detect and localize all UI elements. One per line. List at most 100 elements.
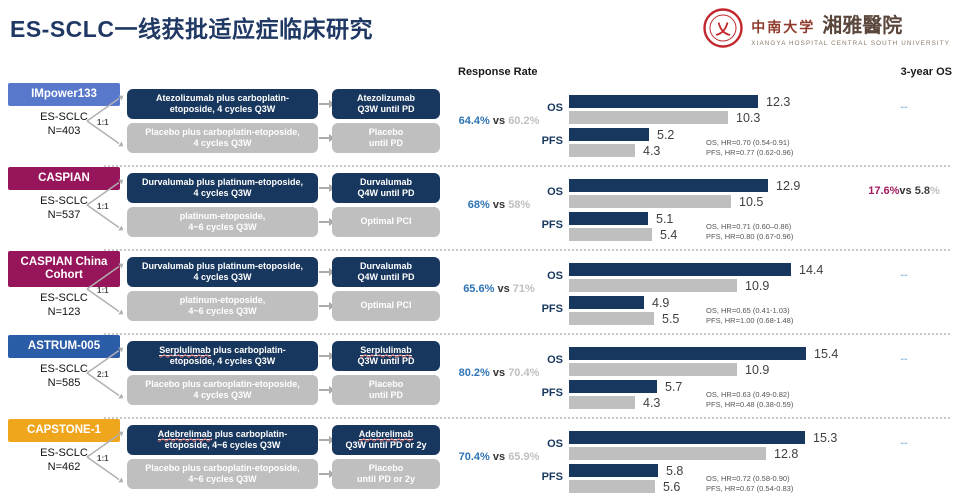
arm-text: Durvalumab <box>359 260 412 271</box>
trial-left-column: IMpower133 ES-SCLC N=403 <box>8 83 120 138</box>
experimental-arm-box: Atezolizumab plus carboplatin- etoposide… <box>127 89 318 119</box>
os-control-bar <box>569 279 737 292</box>
response-rate-experimental: 70.4% <box>458 451 490 463</box>
cohort-population: ES-SCLC <box>40 447 88 459</box>
experimental-arm-box: Durvalumab plus platinum-etoposide, 4 cy… <box>127 257 318 287</box>
arm-text: Q3W until PD <box>357 356 415 366</box>
cohort-label: ES-SCLC N=123 <box>40 291 88 319</box>
arm-text: plus carboplatin- <box>212 428 288 439</box>
arm-text: Optimal PCI <box>360 300 412 311</box>
trial-badge: IMpower133 <box>8 83 120 106</box>
flow-arrow <box>319 100 335 108</box>
flow-arrow <box>319 386 335 394</box>
pfs-axis-label: PFS <box>541 219 563 231</box>
flow-arrow <box>319 268 335 276</box>
flow-arrow <box>319 218 335 226</box>
arm-text: Placebo plus carboplatin-etoposide, <box>145 462 300 473</box>
arm-text: platinum-etoposide, <box>179 210 266 221</box>
os-experimental-bar <box>569 95 758 108</box>
arm-text: until PD <box>369 138 403 148</box>
control-arm-box: Placebo plus carboplatin-etoposide, 4~6 … <box>127 459 318 489</box>
trial-left-column: CAPSTONE-1 ES-SCLC N=462 <box>8 419 120 474</box>
three-year-os-experimental: 17.6% <box>868 185 900 197</box>
arm-text: Q3W until PD or 2y <box>345 440 427 450</box>
pfs-experimental-value: 4.9 <box>652 295 670 310</box>
pfs-control-bar <box>569 396 635 409</box>
pfs-axis-label: PFS <box>541 135 563 147</box>
os-axis-label: OS <box>547 102 563 114</box>
cohort-label: ES-SCLC N=462 <box>40 446 88 474</box>
flow-arrow <box>319 302 335 310</box>
response-rate-experimental: 64.4% <box>458 115 490 127</box>
experimental-followup-box: Adebrelimab Q3W until PD or 2y <box>332 425 440 455</box>
pfs-experimental-value: 5.7 <box>665 379 683 394</box>
randomization-ratio: 1:1 <box>97 454 109 463</box>
pfs-experimental-bar <box>569 212 648 225</box>
vs-label: vs <box>492 199 506 211</box>
response-rate-experimental: 65.6% <box>463 283 495 295</box>
cohort-label: ES-SCLC N=403 <box>40 110 88 138</box>
randomization-branch-arrows <box>86 179 124 231</box>
arm-text: Q3W until PD <box>357 104 415 114</box>
arm-text: Atezolizumab <box>356 92 415 103</box>
arm-text: until PD or 2y <box>356 474 415 484</box>
os-experimental-value: 15.4 <box>814 346 839 361</box>
trial-badge: ASTRUM-005 <box>8 335 120 358</box>
hospital-logo: 乂 中南大学 湘雅醫院 XIANGYA HOSPITAL CENTRAL SOU… <box>702 7 950 49</box>
os-hazard-ratio: OS, HR=0.70 (0.54-0.91) <box>706 138 790 147</box>
pfs-control-value: 5.4 <box>660 227 678 242</box>
control-followup-box: Optimal PCI <box>332 207 440 237</box>
flow-arrow <box>319 134 335 142</box>
vs-label: vs <box>492 451 506 463</box>
arm-text: Q4W until PD <box>357 272 415 282</box>
pfs-hazard-ratio: PFS, HR=0.80 (0.67-0.96) <box>706 232 794 241</box>
arm-text: Durvalumab <box>359 176 412 187</box>
os-experimental-value: 12.3 <box>766 94 791 109</box>
not-reported-dash: -- <box>900 269 908 281</box>
pfs-experimental-bar <box>569 380 657 393</box>
os-axis-label: OS <box>547 270 563 282</box>
arm-text: 4 cycles Q3W <box>193 272 252 282</box>
vs-label: vs <box>492 115 506 127</box>
pfs-hazard-ratio: PFS, HR=1.00 (0.68-1.48) <box>706 316 794 325</box>
control-arm-box: platinum-etoposide, 4~6 cycles Q3W <box>127 291 318 321</box>
logo-english-caption: XIANGYA HOSPITAL CENTRAL SOUTH UNIVERSIT… <box>751 40 950 47</box>
hospital-logo-text: 中南大学 湘雅醫院 XIANGYA HOSPITAL CENTRAL SOUTH… <box>751 9 950 47</box>
experimental-arm-box: Serplulimab plus carboplatin- etoposide,… <box>127 341 318 371</box>
pfs-axis-label: PFS <box>541 303 563 315</box>
arm-text: 4~6 cycles Q3W <box>188 222 257 232</box>
arm-text: etoposide, 4~6 cycles Q3W <box>164 440 281 450</box>
percent-sign: % <box>930 185 940 197</box>
trial-badge: CAPSTONE-1 <box>8 419 120 442</box>
response-rate-column-header: Response Rate <box>458 66 538 78</box>
cohort-size: N=123 <box>47 306 81 318</box>
arm-text: Placebo plus carboplatin-etoposide, <box>145 126 300 137</box>
control-followup-box: Placebo until PD or 2y <box>332 459 440 489</box>
cohort-label: ES-SCLC N=537 <box>40 194 88 222</box>
pfs-control-value: 4.3 <box>643 395 661 410</box>
response-rate-control: 70.4% <box>508 367 540 379</box>
control-followup-box: Placebo until PD <box>332 375 440 405</box>
control-arm-box: platinum-etoposide, 4~6 cycles Q3W <box>127 207 318 237</box>
pfs-axis-label: PFS <box>541 471 563 483</box>
randomization-branch-arrows <box>86 263 124 315</box>
trial-row: IMpower133 ES-SCLC N=403 1:1 Atezolizuma… <box>0 82 960 166</box>
arm-text: Optimal PCI <box>360 216 412 227</box>
pfs-experimental-bar <box>569 296 644 309</box>
os-experimental-value: 12.9 <box>776 178 801 193</box>
response-rate-value: 70.4% vs 65.9% <box>444 451 554 463</box>
trial-row: ASTRUM-005 ES-SCLC N=585 2:1 Serplulimab… <box>0 333 960 418</box>
pfs-hazard-ratio: PFS, HR=0.67 (0.54-0.83) <box>706 484 794 493</box>
pfs-axis-label: PFS <box>541 387 563 399</box>
arm-text: etoposide, 4 cycles Q3W <box>169 356 276 366</box>
response-rate-control: 58% <box>508 199 531 211</box>
randomization-ratio: 1:1 <box>97 286 109 295</box>
arm-text: 4 cycles Q3W <box>193 390 252 400</box>
arm-text: Placebo <box>368 126 404 137</box>
randomization-branch-arrows <box>86 347 124 399</box>
os-axis-label: OS <box>547 354 563 366</box>
trial-left-column: ASTRUM-005 ES-SCLC N=585 <box>8 335 120 390</box>
response-rate-control: 65.9% <box>508 451 540 463</box>
os-experimental-value: 15.3 <box>813 430 838 445</box>
vs-label: vs <box>899 185 912 197</box>
